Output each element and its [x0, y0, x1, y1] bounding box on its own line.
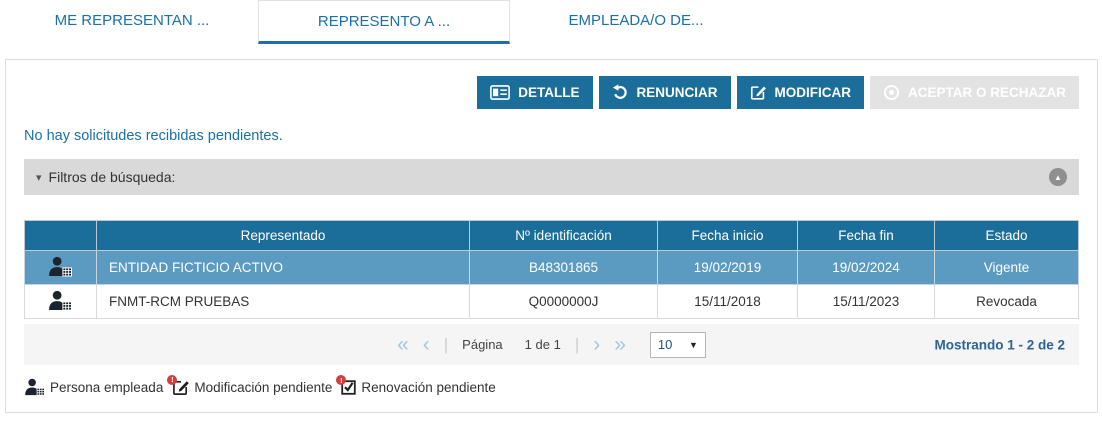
row-icon-cell: [24, 250, 97, 285]
table-row[interactable]: ENTIDAD FICTICIO ACTIVO B48301865 19/02/…: [24, 250, 1079, 285]
last-page-icon[interactable]: »: [614, 333, 626, 356]
table-header-row: Representado Nº identificación Fecha ini…: [24, 220, 1079, 251]
employee-person-icon: [48, 290, 73, 311]
legend-label: Renovación pendiente: [361, 379, 496, 395]
cell-fecha-inicio: 19/02/2019: [657, 250, 798, 285]
checkbox-pending-icon: !: [336, 375, 357, 395]
modificar-button[interactable]: MODIFICAR: [736, 76, 864, 109]
aceptar-rechazar-label: ACEPTAR O RECHAZAR: [908, 85, 1066, 100]
collapse-button[interactable]: ▲: [1049, 168, 1067, 186]
table-legend: Persona empleada ! Modificación pendient…: [24, 374, 1079, 396]
cell-fecha-inicio: 15/11/2018: [657, 284, 798, 319]
modificar-label: MODIFICAR: [774, 85, 852, 100]
cell-estado: Vigente: [934, 250, 1079, 285]
detalle-button[interactable]: DETALLE: [477, 76, 593, 109]
legend-label: Modificación pendiente: [194, 379, 333, 395]
tab-represento-a[interactable]: REPRESENTO A ...: [258, 0, 510, 44]
tab-me-representan[interactable]: ME REPRESENTAN ...: [54, 12, 210, 29]
employee-person-icon: [24, 378, 46, 396]
page-size-value: 10: [657, 337, 673, 352]
header-fecha-inicio: Fecha inicio: [657, 220, 798, 251]
alert-badge: !: [167, 374, 178, 385]
cell-representado: FNMT-RCM PRUEBAS: [96, 284, 470, 319]
renunciar-button[interactable]: RENUNCIAR: [598, 76, 731, 109]
cell-representado: ENTIDAD FICTICIO ACTIVO: [96, 250, 470, 285]
employee-person-icon: [48, 256, 73, 277]
chevron-up-icon: ▲: [1054, 172, 1062, 182]
undo-icon: [612, 84, 629, 101]
page-size-select[interactable]: 10 ▼: [649, 331, 706, 358]
tab-bar: ME REPRESENTAN ... REPRESENTO A ... EMPL…: [6, 0, 1103, 44]
cell-fecha-fin: 19/02/2024: [797, 250, 935, 285]
edit-pending-icon: !: [167, 374, 190, 396]
filters-label: Filtros de búsqueda:: [48, 169, 176, 185]
renunciar-label: RENUNCIAR: [636, 85, 718, 100]
legend-persona-empleada: Persona empleada: [24, 378, 163, 396]
id-card-icon: [490, 85, 511, 100]
no-pending-message: No hay solicitudes recibidas pendientes.: [24, 128, 283, 144]
action-toolbar: DETALLE RENUNCIAR MODIFI: [24, 76, 1079, 109]
representations-table: Representado Nº identificación Fecha ini…: [24, 220, 1079, 319]
alert-badge: !: [336, 375, 347, 385]
content-panel: DETALLE RENUNCIAR MODIFI: [5, 59, 1098, 413]
cell-identificacion: B48301865: [469, 250, 658, 285]
header-fecha-fin: Fecha fin: [797, 220, 935, 251]
circle-dot-icon: [883, 84, 900, 101]
header-estado: Estado: [934, 220, 1079, 251]
cell-estado: Revocada: [934, 284, 1079, 319]
page-value: 1 de 1: [524, 337, 561, 352]
select-caret-icon: ▼: [689, 339, 698, 350]
first-page-icon[interactable]: «: [397, 333, 409, 356]
aceptar-rechazar-button: ACEPTAR O RECHAZAR: [870, 76, 1079, 109]
next-page-icon[interactable]: ›: [593, 333, 601, 356]
page-label: Página: [462, 337, 503, 352]
pagination-divider: |: [574, 334, 580, 354]
table-row[interactable]: FNMT-RCM PRUEBAS Q0000000J 15/11/2018 15…: [24, 284, 1079, 319]
header-identificacion: Nº identificación: [469, 220, 658, 251]
detalle-label: DETALLE: [518, 85, 580, 100]
pagination-divider: |: [443, 334, 449, 354]
prev-page-icon[interactable]: ‹: [422, 333, 430, 356]
pagination-bar: « ‹ | Página 1 de 1 | › » 10 ▼ Mostrando…: [24, 324, 1079, 365]
row-icon-cell: [24, 284, 97, 319]
caret-down-icon: ▾: [36, 171, 42, 184]
tab-empleada-de[interactable]: EMPLEADA/O DE...: [568, 12, 704, 29]
edit-icon: [750, 84, 767, 101]
cell-identificacion: Q0000000J: [469, 284, 658, 319]
cell-fecha-fin: 15/11/2023: [797, 284, 935, 319]
legend-label: Persona empleada: [50, 379, 164, 395]
legend-renovacion-pendiente: ! Renovación pendiente: [336, 375, 496, 395]
showing-count: Mostrando 1 - 2 de 2: [934, 337, 1065, 352]
legend-modificacion-pendiente: ! Modificación pendiente: [167, 374, 333, 396]
filters-bar[interactable]: ▾ Filtros de búsqueda: ▲: [24, 159, 1079, 195]
header-representado: Representado: [96, 220, 470, 251]
header-icon-column: [24, 220, 97, 251]
